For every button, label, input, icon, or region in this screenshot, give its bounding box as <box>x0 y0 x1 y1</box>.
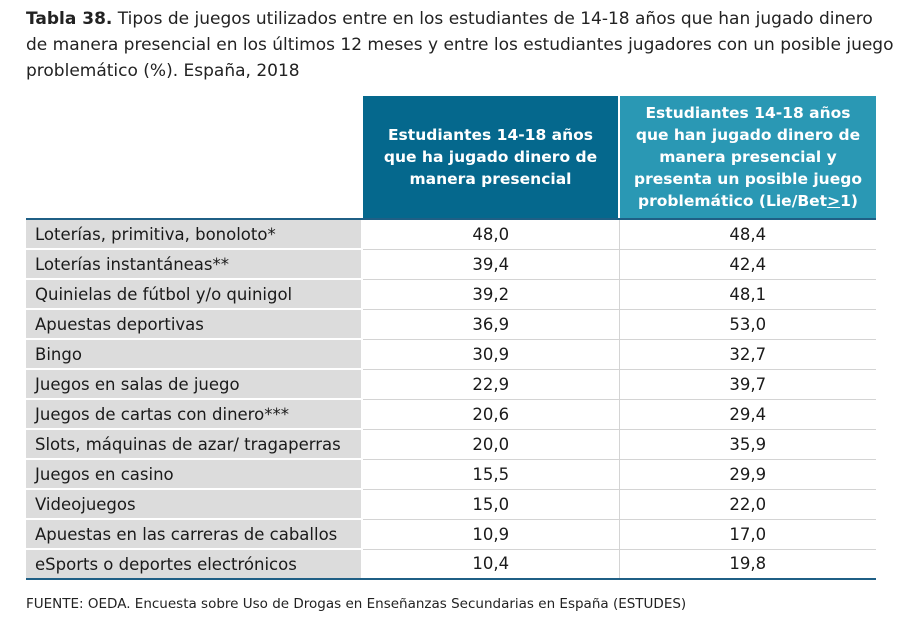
table-row: Apuestas deportivas 36,9 53,0 <box>26 309 876 340</box>
row-label: Quinielas de fútbol y/o quinigol <box>26 279 363 310</box>
row-value-col1: 22,9 <box>362 369 620 400</box>
header-col2: Estudiantes 14-18 años que han jugado di… <box>618 96 876 220</box>
row-value-col1: 15,0 <box>362 489 620 520</box>
table-row: Videojuegos 15,0 22,0 <box>26 489 876 520</box>
caption-label: Tabla 38. <box>26 9 113 29</box>
table-caption: Tabla 38. Tipos de juegos utilizados ent… <box>26 6 896 84</box>
header-col2-suffix: 1) <box>840 192 858 210</box>
header-blank-cell <box>26 96 362 220</box>
table-row: Juegos en salas de juego 22,9 39,7 <box>26 369 876 400</box>
row-value-col2: 29,4 <box>619 399 876 430</box>
row-label: Juegos en salas de juego <box>26 369 363 400</box>
header-row: Estudiantes 14-18 años que ha jugado din… <box>26 96 876 220</box>
row-label: Juegos de cartas con dinero*** <box>26 399 363 430</box>
header-col2-prefix: Estudiantes 14-18 años que han jugado di… <box>634 104 862 210</box>
row-value-col2: 29,9 <box>619 459 876 490</box>
row-label: Juegos en casino <box>26 459 363 490</box>
row-label: eSports o deportes electrónicos <box>26 549 363 580</box>
row-label: Loterías instantáneas** <box>26 249 363 280</box>
table-row: Juegos de cartas con dinero*** 20,6 29,4 <box>26 399 876 430</box>
row-label: Slots, máquinas de azar/ tragaperras <box>26 429 363 460</box>
table-row: Apuestas en las carreras de caballos 10,9… <box>26 519 876 550</box>
table-row: eSports o deportes electrónicos 10,4 19,8 <box>26 549 876 580</box>
row-value-col1: 15,5 <box>362 459 620 490</box>
row-value-col2: 22,0 <box>619 489 876 520</box>
row-label: Apuestas en las carreras de caballos <box>26 519 363 550</box>
table-row: Bingo 30,9 32,7 <box>26 339 876 370</box>
data-table: Estudiantes 14-18 años que ha jugado din… <box>26 96 876 580</box>
table-row: Juegos en casino 15,5 29,9 <box>26 459 876 490</box>
row-value-col1: 36,9 <box>362 309 620 340</box>
row-value-col1: 30,9 <box>362 339 620 370</box>
header-col1: Estudiantes 14-18 años que ha jugado din… <box>361 96 619 220</box>
table-row: Slots, máquinas de azar/ tragaperras 20,0… <box>26 429 876 460</box>
row-label: Bingo <box>26 339 363 370</box>
row-label: Loterías, primitiva, bonoloto* <box>26 219 363 250</box>
row-value-col2: 35,9 <box>619 429 876 460</box>
row-value-col2: 48,1 <box>619 279 876 310</box>
row-value-col2: 42,4 <box>619 249 876 280</box>
row-value-col1: 10,4 <box>362 549 620 580</box>
header-col2-ge: > <box>827 192 841 210</box>
row-value-col2: 48,4 <box>619 219 876 250</box>
table-row: Quinielas de fútbol y/o quinigol 39,2 48,1 <box>26 279 876 310</box>
table-row: Loterías, primitiva, bonoloto* 48,0 48,4 <box>26 219 876 250</box>
row-value-col2: 19,8 <box>619 549 876 580</box>
row-value-col2: 32,7 <box>619 339 876 370</box>
row-value-col1: 39,4 <box>362 249 620 280</box>
table-row: Loterías instantáneas** 39,4 42,4 <box>26 249 876 280</box>
row-value-col1: 10,9 <box>362 519 620 550</box>
caption-text: Tipos de juegos utilizados entre en los … <box>26 9 894 81</box>
row-value-col2: 53,0 <box>619 309 876 340</box>
row-value-col1: 48,0 <box>362 219 620 250</box>
row-value-col2: 17,0 <box>619 519 876 550</box>
source-note: FUENTE: OEDA. Encuesta sobre Uso de Drog… <box>26 596 687 612</box>
row-value-col2: 39,7 <box>619 369 876 400</box>
row-value-col1: 20,0 <box>362 429 620 460</box>
row-value-col1: 20,6 <box>362 399 620 430</box>
row-value-col1: 39,2 <box>362 279 620 310</box>
row-label: Videojuegos <box>26 489 363 520</box>
row-label: Apuestas deportivas <box>26 309 363 340</box>
